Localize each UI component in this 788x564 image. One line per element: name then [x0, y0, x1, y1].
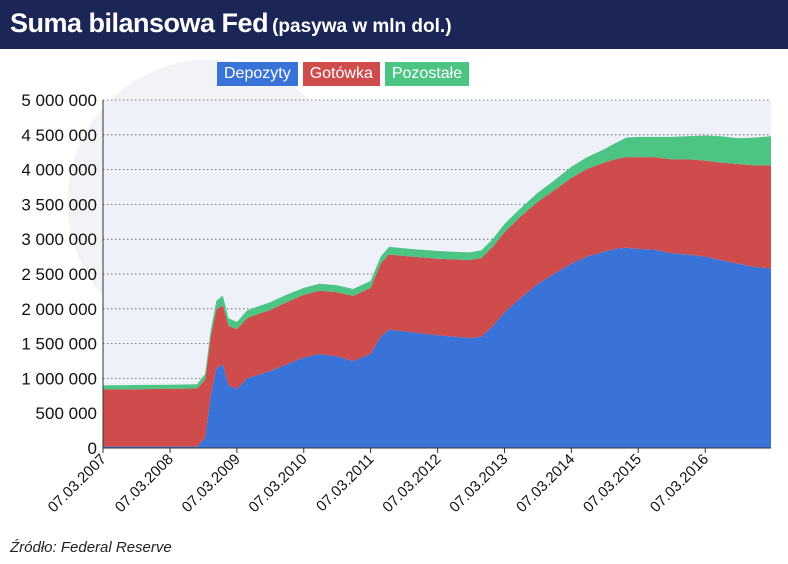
chart-title: Suma bilansowa Fed (pasywa w mln dol.) [10, 8, 452, 39]
legend-item-gotowka: Gotówka [302, 62, 380, 86]
x-tick-label-4: 07.03.2011 [313, 451, 377, 515]
x-tick-label-6: 07.03.2013 [446, 451, 511, 516]
x-tick-label-3: 07.03.2010 [245, 451, 310, 516]
x-tick-label-9: 07.03.2016 [647, 451, 712, 516]
legend-item-depozyty: Depozyty [217, 62, 298, 86]
x-tick-label-1: 07.03.2008 [112, 451, 177, 516]
y-tick-label-0: 0 [88, 439, 97, 458]
source-note: Źródło: Federal Reserve [10, 539, 172, 556]
y-tick-label-3: 1 500 000 [21, 335, 97, 354]
y-tick-label-5: 2 500 000 [21, 265, 97, 284]
x-tick-label-8: 07.03.2015 [580, 451, 645, 516]
title-bar: Suma bilansowa Fed (pasywa w mln dol.) [0, 0, 788, 49]
y-tick-label-8: 4 000 000 [21, 161, 97, 180]
series-area-gotowka [103, 157, 771, 447]
y-tick-label-9: 4 500 000 [21, 126, 97, 145]
y-tick-label-1: 500 000 [36, 404, 97, 423]
x-tick-label-7: 07.03.2014 [513, 451, 578, 516]
title-main: Suma bilansowa Fed [10, 8, 269, 38]
legend-item-pozostale: Pozostałe [384, 62, 470, 86]
series-area-depozyty [103, 247, 771, 448]
y-tick-label-10: 5 000 000 [21, 91, 97, 110]
y-tick-label-6: 3 000 000 [21, 230, 97, 249]
x-tick-label-5: 07.03.2012 [379, 451, 444, 516]
chart-legend: Depozyty Gotówka Pozostałe [217, 62, 470, 86]
y-tick-label-2: 1 000 000 [21, 369, 97, 388]
x-tick-label-0: 07.03.2007 [45, 451, 110, 516]
y-tick-label-7: 3 500 000 [21, 195, 97, 214]
x-tick-label-2: 07.03.2009 [179, 451, 244, 516]
title-subtitle: (pasywa w mln dol.) [272, 16, 452, 37]
y-tick-label-4: 2 000 000 [21, 300, 97, 319]
